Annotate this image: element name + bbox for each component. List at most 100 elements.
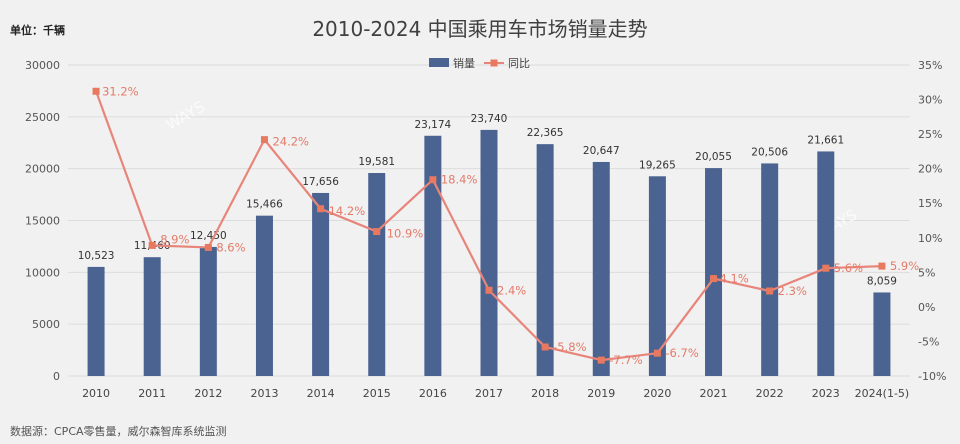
bar [536, 144, 554, 376]
line-series: 31.2% 8.9% 8.6% 24.2% 14.2% 10.9% 18.4% 2.4% -5.… [92, 84, 919, 367]
y-left-tick-label: 15000 [25, 215, 60, 228]
line-point [653, 349, 661, 357]
line-data-label: -7.7% [609, 353, 642, 367]
y-right-tick-label: 25% [918, 128, 942, 141]
bar [817, 151, 835, 376]
y-left-tick-label: 25000 [25, 111, 60, 124]
x-tick-label: 2023 [812, 387, 840, 400]
y-right-tick-label: 20% [918, 163, 942, 176]
line-point [204, 243, 212, 251]
bar [705, 168, 723, 376]
line-point [92, 87, 100, 95]
y-left-tick-label: 20000 [25, 163, 60, 176]
bar [761, 163, 779, 376]
bar [648, 176, 666, 376]
line-data-label: 24.2% [272, 135, 309, 149]
legend: 销量 同比 [429, 56, 530, 70]
x-tick-label: 2020 [643, 387, 671, 400]
bar [87, 266, 105, 376]
line-point [878, 262, 886, 270]
line-data-label: 4.1% [720, 272, 749, 286]
legend-label-bar: 销量 [453, 56, 475, 70]
unit-label: 单位：千辆 [10, 23, 65, 37]
bar [368, 173, 386, 376]
line-point [766, 287, 774, 295]
y-left-tick-label: 10000 [25, 266, 60, 279]
bar [312, 192, 330, 376]
x-tick-label: 2016 [419, 387, 447, 400]
x-tick-label: 2014 [307, 387, 335, 400]
legend-swatch-bar [429, 58, 449, 67]
line-point [148, 241, 156, 249]
line-point [373, 228, 381, 236]
line-point [260, 136, 268, 144]
line-point [541, 343, 549, 351]
line-point [822, 264, 830, 272]
bar [480, 129, 498, 376]
line-data-label: 14.2% [329, 204, 366, 218]
chart-title: 2010-2024 中国乘用车市场销量走势 [312, 17, 647, 41]
bar-data-label: 23,174 [414, 119, 451, 131]
y-right-tick-label: 0% [918, 301, 935, 314]
bar-data-label: 20,055 [695, 151, 732, 163]
x-tick-label: 2013 [250, 387, 278, 400]
line-data-label: 2.4% [497, 283, 526, 297]
y-right-tick-label: 10% [918, 232, 942, 245]
x-tick-label: 2021 [700, 387, 728, 400]
line-data-label: 18.4% [441, 173, 478, 187]
line-data-label: 8.9% [160, 232, 189, 246]
y-right-tick-label: -5% [918, 335, 939, 348]
bar-data-label: 20,647 [583, 145, 620, 157]
x-tick-label: 2018 [531, 387, 559, 400]
bar-data-label: 10,523 [78, 250, 115, 262]
y-left-tick-label: 0 [53, 370, 60, 383]
legend-swatch-marker [490, 59, 498, 67]
bar [143, 257, 161, 376]
bar-data-label: 22,365 [527, 127, 564, 139]
y-right-tick-label: -10% [918, 370, 946, 383]
bar-data-label: 20,506 [751, 146, 788, 158]
axes: 0 5000 10000 15000 20000 25000 30000 -10% -5% 0% 5… [25, 59, 946, 400]
x-tick-label: 2010 [82, 387, 110, 400]
bar-data-label: 15,466 [246, 199, 283, 211]
y-left-tick-label: 5000 [32, 318, 60, 331]
x-tick-label: 2012 [194, 387, 222, 400]
bar-data-label: 8,059 [867, 275, 897, 287]
bar [873, 292, 891, 376]
line-data-label: 5.6% [834, 261, 863, 275]
line-data-label: 2.3% [778, 284, 807, 298]
x-tick-label: 2019 [587, 387, 615, 400]
x-tick-label: 2011 [138, 387, 166, 400]
line-point [597, 356, 605, 364]
bar-data-label: 23,740 [471, 113, 508, 125]
bar [255, 215, 273, 376]
line-data-label: 8.6% [216, 240, 245, 254]
line-point [429, 176, 437, 184]
legend-label-line: 同比 [508, 57, 530, 70]
line-point [317, 205, 325, 213]
x-tick-label: 2022 [756, 387, 784, 400]
bar-series: 10,52311,46012,45015,46617,65619,58123,1… [78, 113, 897, 376]
bar-data-label: 12,450 [190, 230, 227, 242]
bar-data-label: 17,656 [302, 176, 339, 188]
bar-data-label: 19,265 [639, 159, 676, 171]
x-tick-label: 2015 [363, 387, 391, 400]
y-left-tick-label: 30000 [25, 59, 60, 72]
bar [592, 161, 610, 376]
bar-data-label: 21,661 [807, 134, 844, 146]
line-point [710, 275, 718, 283]
y-right-tick-label: 35% [918, 59, 942, 72]
line-data-label: 31.2% [102, 84, 139, 98]
line-data-label: -6.7% [665, 346, 698, 360]
x-tick-label: 2017 [475, 387, 503, 400]
y-right-tick-label: 5% [918, 266, 935, 279]
line-data-label: 10.9% [387, 227, 424, 241]
y-right-tick-label: 15% [918, 197, 942, 210]
line-data-label: 5.9% [890, 259, 919, 273]
line-data-label: -5.8% [553, 340, 586, 354]
bar [424, 135, 442, 376]
source-note: 数据源：CPCA零售量，威尔森智库系统监测 [10, 424, 227, 438]
y-right-tick-label: 30% [918, 94, 942, 107]
bar-data-label: 19,581 [358, 156, 395, 168]
